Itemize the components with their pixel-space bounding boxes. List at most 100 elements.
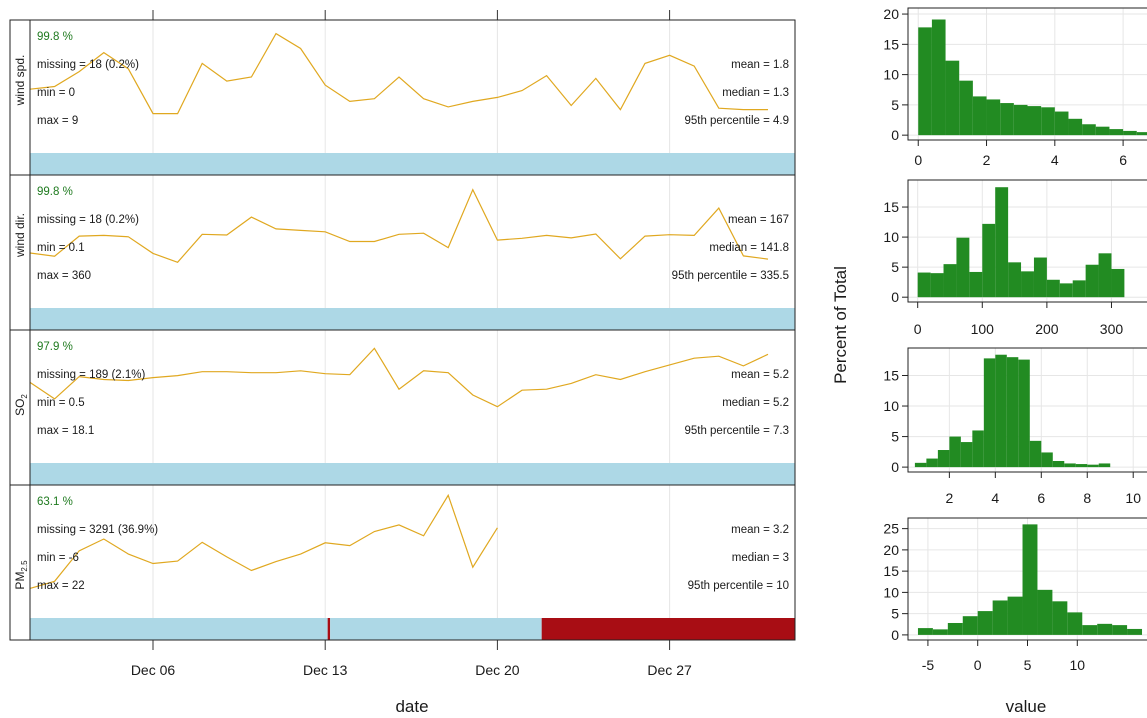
min-value: min = -6 — [37, 552, 79, 564]
histogram-bar — [1087, 464, 1099, 468]
histogram-bar — [926, 458, 938, 468]
series-line — [29, 188, 769, 264]
min-value: min = 0.1 — [37, 242, 85, 254]
histogram-bar — [1018, 359, 1030, 468]
hist-y-tick-label: 25 — [883, 521, 899, 537]
hist-x-tick-label: 4 — [991, 490, 999, 506]
histogram-bar — [1097, 623, 1113, 635]
median-value: median = 1.3 — [722, 87, 789, 99]
coverage-bar-segment — [30, 153, 795, 175]
strip-label: PM2.5 — [13, 560, 29, 590]
histogram-bar — [1013, 104, 1028, 136]
histogram-bar — [959, 80, 973, 136]
coverage-bar-segment — [541, 618, 795, 640]
histogram-bar — [917, 272, 931, 298]
hist-x-tick-label: 200 — [1035, 321, 1059, 337]
x-tick-label: Dec 13 — [303, 662, 348, 678]
x-axis-title-value: value — [1006, 697, 1047, 716]
hist-x-tick-label: 100 — [971, 321, 995, 337]
coverage-bar-segment — [30, 463, 795, 485]
time-series-panel: Dec 06 Dec 13 Dec 20 Dec 27 wind spd. 99.8 % m… — [9, 10, 796, 678]
median-value: median = 141.8 — [709, 242, 789, 254]
coverage-bar-segment — [327, 618, 331, 640]
histogram-bar — [1109, 129, 1124, 136]
histogram-bar — [1111, 268, 1125, 298]
hist-x-tick-label: 4 — [1051, 152, 1059, 168]
percent-available: 99.8 % — [37, 186, 73, 198]
coverage-bar-segment — [330, 618, 542, 640]
histogram-bar — [1037, 589, 1053, 635]
hist-x-tick-label: 0 — [974, 657, 982, 673]
hist-y-tick-label: 5 — [891, 97, 899, 113]
hist-x-tick-label: 10 — [1125, 490, 1141, 506]
hist-y-tick-label: 10 — [883, 398, 899, 414]
histogram-bar — [1000, 103, 1014, 136]
histogram-bar — [972, 430, 984, 468]
hist-panel-border — [907, 7, 1147, 141]
hist-x-tick-label: 2 — [945, 490, 953, 506]
histogram-bar — [982, 223, 996, 298]
histogram-bar — [972, 96, 987, 136]
hist-x-tick-label: 300 — [1100, 321, 1124, 337]
histogram-bar — [1064, 463, 1076, 468]
min-value: min = 0.5 — [37, 397, 85, 409]
missing-count: missing = 3291 (36.9%) — [37, 524, 158, 536]
histogram-bar — [995, 354, 1007, 468]
histogram-bar — [986, 99, 1001, 136]
hist-x-tick-label: 0 — [914, 321, 922, 337]
histogram-bar — [1027, 106, 1042, 136]
histogram-bar — [1041, 452, 1053, 468]
histogram-bar — [1046, 279, 1060, 298]
y-axis-title-percent: Percent of Total — [831, 266, 850, 384]
hist-panel-border — [907, 347, 1147, 473]
panel-border — [29, 484, 796, 641]
histogram-bar — [1029, 440, 1042, 468]
histogram-bar — [1052, 601, 1068, 635]
missing-count: missing = 18 (0.2%) — [37, 214, 139, 226]
histogram-bar — [977, 611, 993, 635]
min-value: min = 0 — [37, 87, 75, 99]
coverage-bar-segment — [30, 308, 795, 330]
histogram-bar — [1112, 625, 1128, 635]
histogram-bar — [1022, 524, 1038, 635]
histogram-bar — [947, 622, 963, 635]
series-line — [29, 347, 769, 408]
p95-value: 95th percentile = 335.5 — [672, 270, 789, 282]
max-value: max = 22 — [37, 580, 85, 592]
hist-y-tick-label: 15 — [883, 36, 899, 52]
hist-x-tick-label: 5 — [1024, 657, 1032, 673]
hist-y-tick-label: 0 — [891, 627, 899, 643]
hist-x-tick-label: -5 — [922, 657, 935, 673]
max-value: max = 9 — [37, 115, 78, 127]
x-axis-title-date: date — [395, 697, 428, 716]
histogram-bar — [995, 187, 1009, 298]
histogram-bar — [943, 264, 957, 298]
histogram-bar — [960, 442, 973, 468]
hist-x-tick-label: 2 — [983, 152, 991, 168]
histogram-bar — [983, 358, 996, 468]
histogram-bar — [945, 60, 960, 136]
median-value: median = 5.2 — [722, 397, 789, 409]
histogram-bar — [1123, 130, 1137, 136]
histogram-bar — [1067, 612, 1083, 635]
histogram-bar — [1095, 126, 1110, 136]
histogram-bar — [1059, 283, 1073, 298]
hist-y-tick-label: 0 — [891, 459, 899, 475]
histogram-bar — [1054, 111, 1069, 136]
histogram-bar — [932, 629, 948, 635]
hist-y-tick-label: 15 — [883, 563, 899, 579]
histogram-bar — [914, 462, 927, 468]
histogram-bar — [992, 600, 1008, 635]
hist-x-tick-label: 10 — [1070, 657, 1086, 673]
hist-y-tick-label: 20 — [883, 542, 899, 558]
hist-y-tick-label: 0 — [891, 127, 899, 143]
histogram-bar — [1085, 264, 1099, 298]
coverage-bar-segment — [30, 618, 328, 640]
histogram-bar — [1136, 132, 1147, 136]
hist-x-tick-label: 8 — [1083, 490, 1091, 506]
histogram-bar — [1006, 357, 1019, 468]
percent-available: 97.9 % — [37, 341, 73, 353]
histogram-bar — [1075, 464, 1088, 468]
